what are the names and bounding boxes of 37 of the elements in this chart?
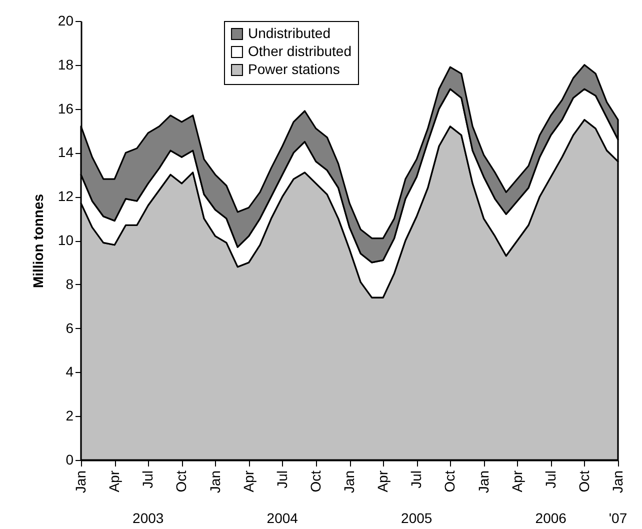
x-tick-label: Apr bbox=[374, 470, 391, 492]
text: 2003 bbox=[132, 510, 164, 526]
legend-label: Power stations bbox=[248, 61, 340, 77]
x-tick-label: Jan bbox=[341, 470, 357, 494]
y-tick-label: 14 bbox=[58, 144, 74, 160]
y-tick-label: 6 bbox=[66, 320, 74, 336]
y-tick-label: 0 bbox=[66, 452, 74, 468]
y-tick-label: 12 bbox=[58, 188, 74, 204]
text: 2006 bbox=[535, 510, 567, 526]
x-tick-label: Jan bbox=[610, 470, 626, 494]
x-tick-label: Apr bbox=[508, 470, 525, 492]
y-tick-label: 4 bbox=[66, 364, 74, 380]
x-tick-label: Jan bbox=[72, 470, 88, 494]
y-tick-label: 18 bbox=[58, 56, 74, 72]
y-tick-label: 20 bbox=[58, 12, 74, 28]
y-tick-label: 10 bbox=[58, 232, 74, 248]
x-tick-label: Apr bbox=[240, 470, 256, 492]
x-tick-label: Jul bbox=[542, 470, 558, 488]
x-tick-label: Oct bbox=[576, 470, 592, 492]
text: 2004 bbox=[266, 510, 298, 526]
x-tick-label: Oct bbox=[173, 470, 190, 492]
x-tick-label: Oct bbox=[307, 470, 324, 492]
y-axis-title: Million tonnes bbox=[30, 194, 46, 288]
y-tick-label: 8 bbox=[66, 276, 74, 292]
x-tick-label: Jul bbox=[140, 470, 156, 488]
y-tick-label: 16 bbox=[58, 100, 74, 116]
x-tick-label: Jul bbox=[274, 470, 290, 488]
text: 2005 bbox=[401, 510, 432, 526]
x-tick-label: Jan bbox=[206, 470, 223, 494]
text: '07 bbox=[608, 510, 628, 526]
legend-label: Undistributed bbox=[248, 25, 330, 41]
x-tick-label: Jul bbox=[408, 470, 424, 488]
legend-label: Other distributed bbox=[248, 43, 352, 59]
y-tick-label: 2 bbox=[66, 408, 74, 424]
x-tick-label: Oct bbox=[442, 470, 458, 492]
x-tick-label: Jan bbox=[475, 470, 492, 494]
x-tick-label: Apr bbox=[106, 470, 122, 492]
